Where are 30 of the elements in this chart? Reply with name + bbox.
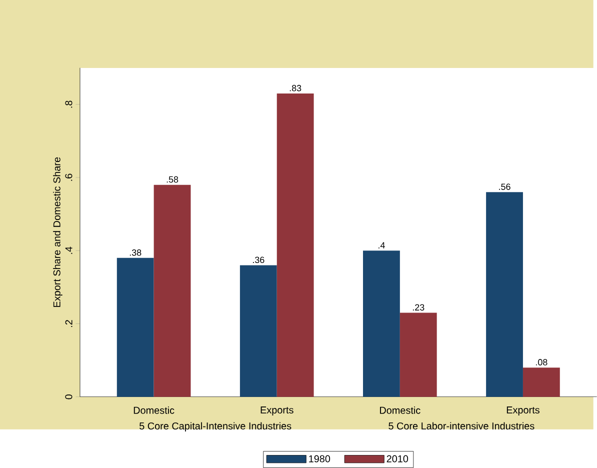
text: 5 Core Labor-intensive Industries (388, 422, 534, 430)
data-label: .83 (290, 84, 302, 92)
bar (400, 312, 437, 397)
data-label: .38 (130, 249, 142, 256)
data-label: .08 (536, 359, 548, 366)
data-label: .36 (253, 256, 264, 264)
x-tick-label: Domestic (134, 406, 174, 414)
data-label: .58 (166, 176, 178, 183)
legend-label: 2010 (386, 455, 408, 462)
bar (240, 265, 277, 397)
data-label: .4 (378, 242, 385, 248)
y-axis-title: Export Share and Domestic Share (53, 157, 62, 307)
bar (276, 94, 314, 397)
y-tick-label: 0 (65, 394, 72, 400)
data-label: .23 (412, 304, 424, 311)
y-tick-label: .6 (65, 174, 72, 181)
x-tick-label: Exports (506, 406, 540, 416)
text: 5 Core Capital-Intensive Industries (140, 422, 292, 432)
y-tick-label: .4 (65, 246, 72, 254)
y-tick-label: .8 (65, 100, 72, 108)
y-tick-label: .2 (65, 320, 72, 328)
x-tick-label: Domestic (380, 406, 420, 414)
data-label: .56 (499, 184, 510, 190)
bar (486, 192, 523, 397)
bar (116, 258, 154, 397)
bar (363, 250, 400, 397)
x-tick-label: Exports (260, 406, 294, 416)
bar (154, 184, 191, 397)
legend-label: 1980 (309, 455, 330, 462)
bar (522, 368, 560, 397)
